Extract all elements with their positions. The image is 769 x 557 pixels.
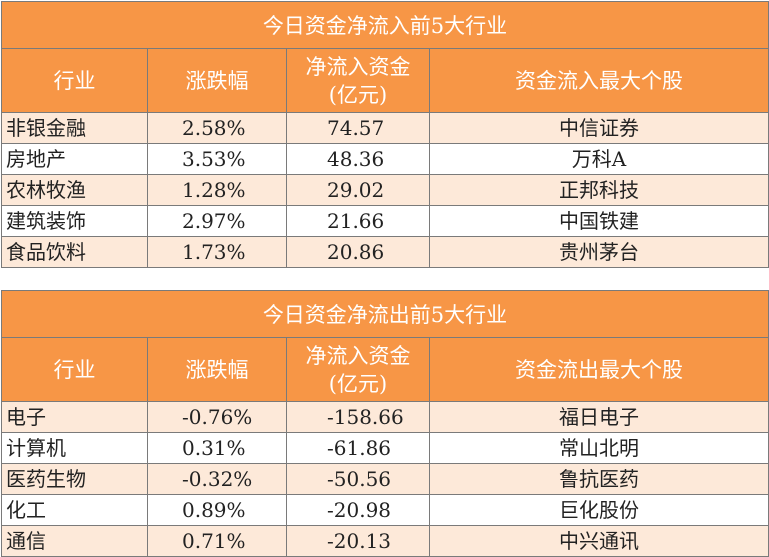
table-row: 化工 0.89% -20.98 巨化股份 [1,494,769,526]
top-stock-cell: 贵州茅台 [429,236,769,268]
header-industry: 行业 [1,337,148,402]
table-row: 食品饮料 1.73% 20.86 贵州茅台 [1,236,769,268]
industry-cell: 非银金融 [1,112,148,144]
table-row: 农林牧渔 1.28% 29.02 正邦科技 [1,174,769,206]
net-flow-cell: 74.57 [286,112,430,144]
change-cell: -0.76% [147,401,287,433]
net-flow-cell: -20.13 [286,525,430,557]
industry-cell: 电子 [1,401,148,433]
table-row: 房地产 3.53% 48.36 万科A [1,143,769,175]
header-change: 涨跌幅 [147,337,287,402]
table-row: 通信 0.71% -20.13 中兴通讯 [1,525,769,557]
net-flow-cell: 20.86 [286,236,430,268]
change-cell: 1.28% [147,174,287,206]
header-top-stock: 资金流入最大个股 [429,48,769,113]
top-stock-cell: 鲁抗医药 [429,463,769,495]
change-cell: 0.89% [147,494,287,526]
header-top-stock: 资金流出最大个股 [429,337,769,402]
industry-cell: 医药生物 [1,463,148,495]
industry-cell: 化工 [1,494,148,526]
outflow-title: 今日资金净流出前5大行业 [1,290,769,338]
top-stock-cell: 正邦科技 [429,174,769,206]
change-cell: -0.32% [147,463,287,495]
industry-cell: 计算机 [1,432,148,464]
change-cell: 3.53% [147,143,287,175]
inflow-title: 今日资金净流入前5大行业 [1,1,769,49]
header-net-flow-label: 净流入资金 [305,54,411,79]
top-stock-cell: 万科A [429,143,769,175]
net-flow-cell: -61.86 [286,432,430,464]
header-net-flow-unit: (亿元) [328,371,388,396]
top-stock-cell: 中兴通讯 [429,525,769,557]
top-stock-cell: 巨化股份 [429,494,769,526]
change-cell: 2.97% [147,205,287,237]
top-stock-cell: 常山北明 [429,432,769,464]
header-net-flow: 净流入资金 (亿元) [286,337,430,402]
table-row: 电子 -0.76% -158.66 福日电子 [1,401,769,433]
table-row: 医药生物 -0.32% -50.56 鲁抗医药 [1,463,769,495]
net-flow-cell: -20.98 [286,494,430,526]
top-stock-cell: 福日电子 [429,401,769,433]
net-flow-cell: -158.66 [286,401,430,433]
table-row: 非银金融 2.58% 74.57 中信证券 [1,112,769,144]
top-stock-cell: 中信证券 [429,112,769,144]
header-net-flow: 净流入资金 (亿元) [286,48,430,113]
industry-cell: 农林牧渔 [1,174,148,206]
outflow-table: 今日资金净流出前5大行业 行业 涨跌幅 净流入资金 (亿元) 资金流出最大个股 电… [1,290,769,557]
net-flow-cell: 29.02 [286,174,430,206]
net-flow-cell: 21.66 [286,205,430,237]
header-net-flow-unit: (亿元) [328,82,388,107]
net-flow-cell: -50.56 [286,463,430,495]
inflow-table: 今日资金净流入前5大行业 行业 涨跌幅 净流入资金 (亿元) 资金流入最大个股 非… [1,1,769,268]
industry-cell: 通信 [1,525,148,557]
industry-cell: 房地产 [1,143,148,175]
net-flow-cell: 48.36 [286,143,430,175]
change-cell: 0.71% [147,525,287,557]
header-net-flow-label: 净流入资金 [305,343,411,368]
change-cell: 0.31% [147,432,287,464]
change-cell: 1.73% [147,236,287,268]
table-row: 计算机 0.31% -61.86 常山北明 [1,432,769,464]
industry-cell: 建筑装饰 [1,205,148,237]
table-row: 建筑装饰 2.97% 21.66 中国铁建 [1,205,769,237]
header-industry: 行业 [1,48,148,113]
change-cell: 2.58% [147,112,287,144]
top-stock-cell: 中国铁建 [429,205,769,237]
industry-cell: 食品饮料 [1,236,148,268]
header-change: 涨跌幅 [147,48,287,113]
